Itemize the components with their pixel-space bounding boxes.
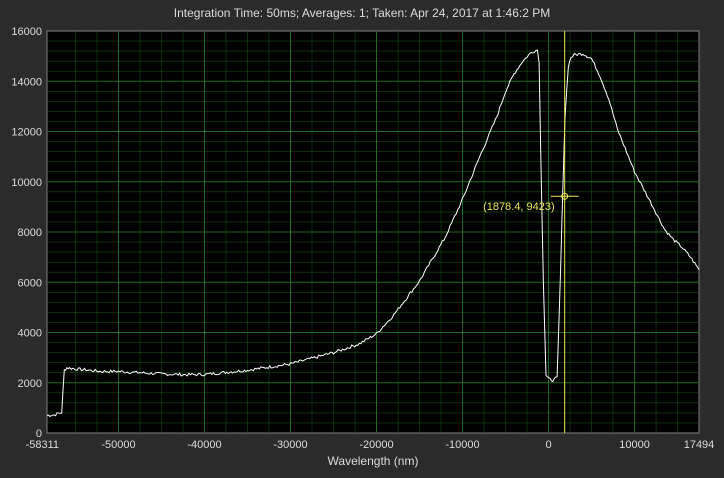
x-tick-label: -58311: [26, 439, 59, 451]
x-tick-label: 0: [545, 439, 551, 451]
x-tick-label: -40000: [187, 439, 221, 451]
cursor-readout: (1878.4, 9423): [483, 201, 555, 213]
x-tick-label: 17494: [684, 439, 715, 451]
x-tick-label: -30000: [273, 439, 307, 451]
x-axis-label: Wavelength (nm): [328, 454, 419, 468]
tick-labels: 0 2000 4000 6000 8000 10000 12000 14000 16000 -58…: [11, 26, 714, 451]
x-tick-label: -20000: [359, 439, 393, 451]
crosshair-cursor[interactable]: (1878.4, 9423): [483, 31, 579, 433]
x-tick-label: 10000: [619, 439, 650, 451]
x-tick-label: -10000: [445, 439, 479, 451]
y-tick-label: 10000: [11, 177, 42, 189]
y-tick-label: 14000: [11, 76, 42, 88]
cursor-marker[interactable]: [561, 192, 569, 200]
grid-lines: [47, 31, 699, 433]
y-tick-label: 2000: [18, 378, 42, 390]
series-line: [46, 49, 700, 417]
y-tick-label: 8000: [18, 227, 42, 239]
y-tick-label: 4000: [18, 328, 42, 340]
chart-title: Integration Time: 50ms; Averages: 1; Tak…: [173, 6, 551, 20]
x-tick-label: -50000: [101, 439, 135, 451]
y-tick-label: 0: [36, 428, 42, 440]
y-tick-label: 12000: [11, 127, 42, 139]
y-tick-label: 16000: [11, 26, 42, 38]
y-tick-label: 6000: [18, 277, 42, 289]
